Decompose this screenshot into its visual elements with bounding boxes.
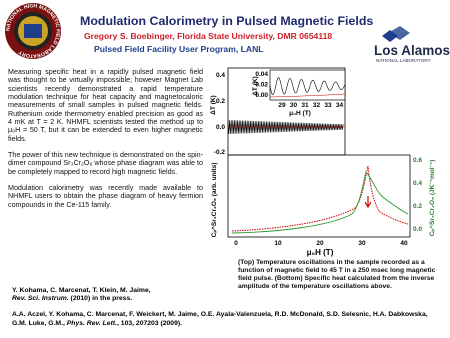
title: Modulation Calorimetry in Pulsed Magneti… <box>80 14 374 28</box>
tick-label: 30 <box>358 240 366 247</box>
tick-label: 0.4 <box>413 180 422 187</box>
inset-xlabel: μ₀H (T) <box>289 110 311 117</box>
paragraph: Modulation calorimetry was recently made… <box>8 184 203 209</box>
tick-label: 0.6 <box>413 157 422 164</box>
ref-authors: A.A. Aczel, Y. Kohama, C. Marcenat, F. W… <box>12 311 428 327</box>
tick-label: 31 <box>301 102 309 109</box>
tick-label: 0.4 <box>216 72 225 79</box>
tick-label: 0.04 <box>255 71 268 78</box>
tick-label: 0.00 <box>255 92 268 99</box>
tick-label: 40 <box>400 240 408 247</box>
lanl-logo: Los Alamos NATIONAL LABORATORY <box>374 26 450 63</box>
red-data <box>231 165 409 232</box>
bottom-ticks: 0.6 0.4 0.2 0.0 0 10 20 30 40 <box>234 157 422 247</box>
program: Pulsed Field Facility User Program, LANL <box>94 44 264 54</box>
tick-label: -0.2 <box>214 149 226 156</box>
top-ticks: 0.4 0.2 0.0 -0.2 <box>214 72 226 156</box>
tick-label: 0.2 <box>216 98 225 105</box>
tick-label: 29 <box>278 102 286 109</box>
ref-journal: Phys. Rev. Lett. <box>66 319 118 327</box>
inset-ylabel: ΔT (K) <box>252 76 259 95</box>
inset-ticks: 0.04 0.02 0.00 29 30 31 32 33 34 <box>255 71 343 109</box>
ref-rest: (2010) in the press. <box>68 295 133 303</box>
lanl-subtext: NATIONAL LABORATORY <box>376 58 431 63</box>
tick-label: 32 <box>313 102 321 109</box>
bottom-xlabel: μ₀H (T) <box>307 248 334 257</box>
top-ylabel: ΔT (K) <box>210 95 217 114</box>
caption: (Top) Temperature oscillations in the sa… <box>238 259 436 290</box>
paragraph: Measuring specific heat in a rapidly pul… <box>8 68 203 143</box>
inset-wave <box>269 77 346 96</box>
ref-rest: , 103, 207203 (2009). <box>117 319 183 327</box>
author: Gregory S. Boebinger, Florida State Univ… <box>84 31 333 41</box>
reference: A.A. Aczel, Y. Kohama, C. Marcenat, F. W… <box>12 311 444 328</box>
tick-label: 34 <box>336 102 344 109</box>
tick-label: 10 <box>274 240 282 247</box>
reference: Y. Kohama, C. Marcenat, T. Klein, M. Jai… <box>12 287 234 304</box>
bottom-frame <box>227 154 411 238</box>
body-text: Measuring specific heat in a rapidly pul… <box>8 68 203 217</box>
paragraph: The power of this new technique is demon… <box>8 151 203 176</box>
ref-journal: Rev. Sci. Instrum. <box>12 295 69 303</box>
nhmfl-logo: NATIONAL HIGH MAGNETIC FIELD LABORATORY <box>5 3 61 59</box>
tick-label: 0.0 <box>216 124 225 131</box>
tick-label: 30 <box>290 102 298 109</box>
tick-label: 0.02 <box>255 82 268 89</box>
green-data <box>231 171 409 234</box>
tick-label: 0 <box>234 240 238 247</box>
ref-authors: Y. Kohama, C. Marcenat, T. Klein, M. Jai… <box>12 287 151 294</box>
lanl-text: Los Alamos <box>374 43 450 58</box>
arrow <box>364 196 372 209</box>
inset-red <box>269 93 346 98</box>
tick-label: 0.2 <box>413 203 422 210</box>
bottom-ylabel: Cₚ^Sr₃Cr₂O₈ (arb. units) <box>210 163 218 238</box>
tick-label: 20 <box>316 240 324 247</box>
tick-label: 33 <box>324 102 332 109</box>
tick-label: 0.0 <box>413 226 422 233</box>
bottom-y2label: Cₚ^Sr₃Cr₂O₈ (JK⁻¹mol⁻¹) <box>428 160 436 237</box>
